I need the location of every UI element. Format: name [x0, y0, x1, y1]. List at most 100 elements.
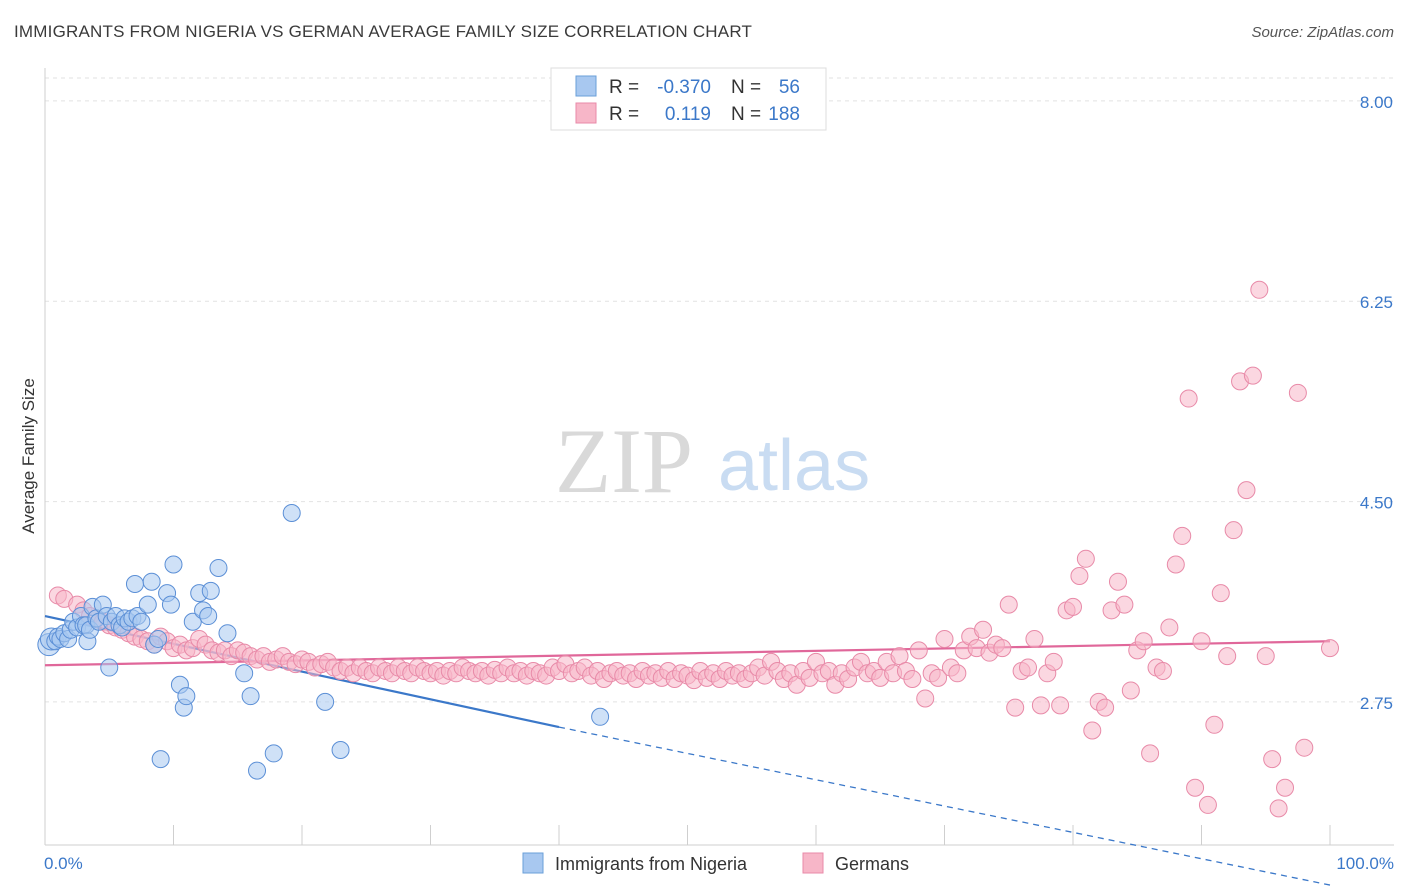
series-legend-label-nigeria: Immigrants from Nigeria	[555, 854, 748, 874]
nigeria-point-55	[331, 740, 350, 759]
chart-title: IMMIGRANTS FROM NIGERIA VS GERMAN AVERAG…	[14, 22, 753, 41]
legend-r-label-1: R =	[609, 77, 639, 98]
legend-n-label-2: N =	[731, 104, 761, 125]
nigeria-point-51	[248, 761, 267, 780]
source-credit: Source: ZipAtlas.com	[1251, 24, 1394, 41]
y-tick-label-1: 4.50	[1360, 494, 1393, 513]
germans-point-186	[1250, 280, 1269, 299]
nigeria-point-34	[149, 629, 168, 648]
germans-point-160	[1083, 721, 1102, 740]
series-legend-swatch-nigeria	[522, 852, 544, 874]
germans-point-147	[999, 595, 1018, 614]
x-tick-label-min: 0.0%	[44, 854, 83, 873]
germans-point-154	[1044, 652, 1063, 671]
germans-point-150	[1019, 658, 1038, 677]
germans-point-168	[1134, 632, 1153, 651]
germans-point-178	[1198, 795, 1217, 814]
nigeria-point-52	[264, 744, 283, 763]
watermark-atlas: atlas	[718, 426, 870, 506]
germans-point-133	[909, 641, 928, 660]
watermark-zip: ZIP	[555, 410, 693, 512]
series-legend-swatch-germans	[802, 852, 824, 874]
germans-point-139	[948, 664, 967, 683]
legend-n-value-2: 188	[768, 104, 800, 125]
axes	[44, 68, 1394, 846]
nigeria-point-20	[100, 658, 119, 677]
nigeria-point-30	[132, 612, 151, 631]
germans-point-189	[1269, 799, 1288, 818]
germans-point-136	[929, 668, 948, 687]
germans-point-130	[890, 647, 909, 666]
grid-lines	[45, 77, 1394, 703]
legend-r-value-1: -0.370	[657, 77, 711, 98]
germans-point-174	[1173, 526, 1192, 545]
germans-point-176	[1186, 778, 1205, 797]
germans-point-175	[1179, 389, 1198, 408]
nigeria-point-35	[151, 750, 170, 769]
nigeria-point-49	[235, 664, 254, 683]
germans-point-184	[1237, 481, 1256, 500]
y-tick-label-3: 8.00	[1360, 93, 1393, 112]
germans-point-152	[1031, 696, 1050, 715]
nigeria-point-41	[177, 687, 196, 706]
nigeria-point-54	[316, 692, 335, 711]
legend-n-value-1: 56	[779, 77, 800, 98]
stats-legend-box	[550, 67, 827, 131]
germans-point-132	[903, 670, 922, 689]
germans-point-148	[1006, 698, 1025, 717]
stats-legend: R = -0.370 N = 56 R = 0.119 N = 188	[550, 67, 827, 131]
germans-point-159	[1076, 549, 1095, 568]
legend-n-label-1: N =	[731, 77, 761, 98]
germans-point-158	[1070, 566, 1089, 585]
germans-point-182	[1224, 521, 1243, 540]
y-tick-label-0: 2.75	[1360, 694, 1393, 713]
nigeria-point-56	[591, 707, 610, 726]
series-legend-label-germans: Germans	[835, 854, 909, 874]
germans-points	[48, 280, 1339, 818]
germans-point-192	[1295, 738, 1314, 757]
germans-point-185	[1243, 366, 1262, 385]
legend-swatch-blue	[575, 75, 597, 97]
nigeria-point-31	[138, 595, 157, 614]
legend-swatch-pink	[575, 102, 597, 124]
germans-point-173	[1166, 555, 1185, 574]
nigeria-point-38	[164, 555, 183, 574]
nigeria-point-28	[125, 574, 144, 593]
legend-r-label-2: R =	[609, 104, 639, 125]
nigeria-point-53	[282, 504, 301, 523]
germans-point-137	[935, 629, 954, 648]
germans-point-188	[1263, 750, 1282, 769]
germans-point-143	[974, 620, 993, 639]
germans-point-157	[1064, 597, 1082, 616]
germans-point-193	[1321, 639, 1339, 658]
nigeria-point-50	[241, 687, 260, 706]
germans-point-134	[916, 689, 935, 708]
y-axis-title: Average Family Size	[19, 378, 38, 534]
germans-point-169	[1141, 744, 1160, 763]
watermark: ZIP atlas	[555, 410, 870, 512]
germans-point-179	[1205, 715, 1224, 734]
germans-point-181	[1218, 647, 1237, 666]
germans-point-164	[1108, 572, 1127, 591]
germans-point-180	[1211, 584, 1230, 603]
nigeria-point-45	[199, 607, 218, 626]
series-legend: Immigrants from Nigeria Germans	[522, 852, 909, 874]
germans-point-165	[1115, 595, 1134, 614]
germans-point-190	[1276, 778, 1295, 797]
nigeria-point-46	[201, 581, 220, 600]
germans-point-171	[1153, 661, 1172, 680]
x-tick-label-max: 100.0%	[1336, 854, 1394, 873]
nigeria-points	[37, 504, 610, 780]
germans-point-191	[1288, 383, 1307, 402]
germans-point-155	[1051, 696, 1070, 715]
nigeria-point-48	[218, 624, 237, 643]
nigeria-point-37	[161, 595, 180, 614]
germans-point-151	[1025, 629, 1044, 648]
germans-point-146	[993, 639, 1012, 658]
nigeria-point-32	[142, 572, 161, 591]
germans-point-187	[1256, 647, 1275, 666]
germans-point-177	[1192, 632, 1211, 651]
germans-point-166	[1121, 681, 1140, 700]
y-tick-label-2: 6.25	[1360, 293, 1393, 312]
